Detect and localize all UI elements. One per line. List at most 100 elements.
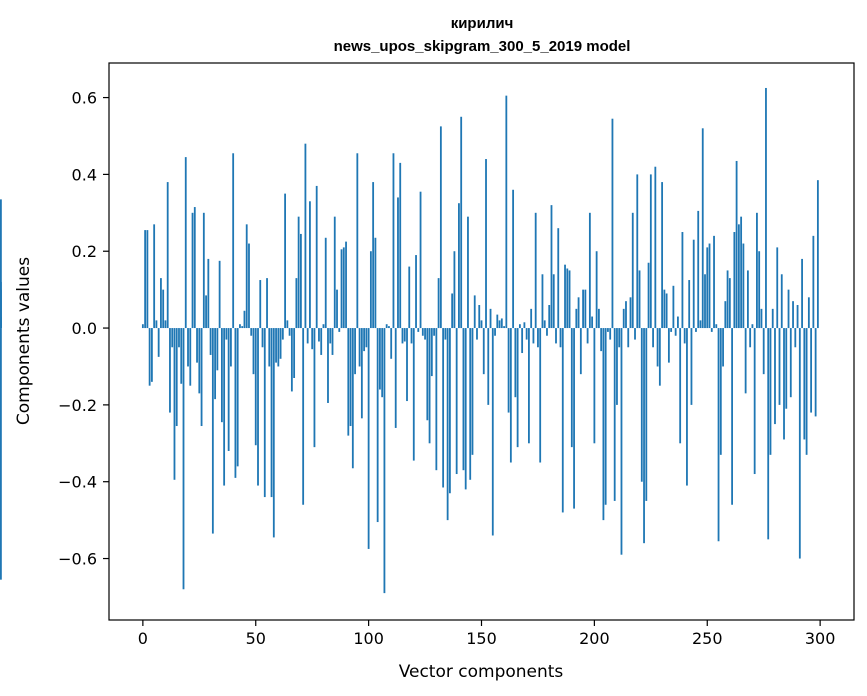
bar-161 xyxy=(505,95,508,329)
bar-184 xyxy=(557,228,560,329)
bar-144 xyxy=(467,216,469,329)
bar-167 xyxy=(518,324,521,329)
bar-277 xyxy=(767,328,770,540)
bar-182 xyxy=(552,274,555,329)
bar-246 xyxy=(697,210,700,329)
bar-150 xyxy=(480,320,483,329)
bar-28 xyxy=(205,295,207,329)
bar-171 xyxy=(528,328,530,444)
bar-172 xyxy=(530,308,533,329)
bar-85 xyxy=(333,216,336,329)
y-axis-label: Components values xyxy=(14,257,34,425)
bar-14 xyxy=(173,328,176,480)
y-tick-label: 0.2 xyxy=(72,242,97,261)
bar-134 xyxy=(444,328,447,340)
bar-15 xyxy=(175,328,178,427)
bar-91 xyxy=(347,328,350,436)
bar-199 xyxy=(591,316,594,329)
x-axis-ticks: 0 50 100 150 200 250 300 xyxy=(138,620,835,648)
bar-121 xyxy=(415,255,417,329)
bar-95 xyxy=(356,153,359,329)
bar-99 xyxy=(365,328,368,348)
bar-139 xyxy=(455,328,458,475)
bar-187 xyxy=(564,264,566,329)
bar-88 xyxy=(340,249,343,329)
bar-177 xyxy=(541,274,544,329)
bar-51 xyxy=(257,328,259,486)
bar-141 xyxy=(460,116,463,329)
bar-220 xyxy=(638,270,641,329)
bar-90 xyxy=(345,241,347,329)
bar-142 xyxy=(462,328,465,471)
bar-197 xyxy=(586,328,589,344)
bar-235 xyxy=(672,285,675,329)
bar-undefined xyxy=(0,328,2,580)
bar-181 xyxy=(550,205,553,329)
bar-164 xyxy=(512,189,515,329)
bar-143 xyxy=(464,328,467,490)
bar-210 xyxy=(616,328,618,405)
bar-38 xyxy=(227,328,230,451)
bar-203 xyxy=(600,328,603,352)
bar-265 xyxy=(740,216,743,329)
plot-frame xyxy=(108,62,855,621)
bar-92 xyxy=(349,328,352,427)
bar-221 xyxy=(640,328,643,482)
bar-24 xyxy=(196,328,198,363)
bar-176 xyxy=(539,328,542,463)
bar-119 xyxy=(410,328,413,344)
bar-34 xyxy=(218,260,221,329)
chart-subtitle: news_upos_skipgram_300_5_2019 model xyxy=(334,38,631,55)
bar-213 xyxy=(622,308,625,329)
bar-35 xyxy=(220,328,223,423)
bar-30 xyxy=(209,328,212,355)
bar-190 xyxy=(570,328,573,448)
bar-155 xyxy=(491,328,494,536)
bar-151 xyxy=(482,328,485,375)
bar-27 xyxy=(202,212,205,329)
y-tick-label: 0.6 xyxy=(72,89,97,108)
bar-18 xyxy=(182,328,185,590)
bar-124 xyxy=(421,328,424,336)
bar-101 xyxy=(369,251,372,329)
bar-193 xyxy=(577,297,580,329)
x-tick-label: 150 xyxy=(466,629,497,648)
bar-260 xyxy=(728,278,731,329)
bar-229 xyxy=(658,328,661,386)
x-tick-label: 0 xyxy=(138,629,148,648)
bar-110 xyxy=(390,328,393,359)
bar-12 xyxy=(169,328,171,413)
bar-111 xyxy=(392,153,395,329)
bar-135 xyxy=(446,328,449,521)
bar-11 xyxy=(166,182,169,329)
bar-52 xyxy=(259,280,262,329)
bar-81 xyxy=(324,237,327,329)
bar-21 xyxy=(189,328,192,386)
bar-53 xyxy=(261,328,264,348)
bar-25 xyxy=(198,328,201,394)
bar-37 xyxy=(225,328,228,340)
bar-269 xyxy=(749,328,752,348)
bar-56 xyxy=(268,328,271,367)
bar-80 xyxy=(322,324,325,329)
bar-94 xyxy=(354,328,356,375)
bar-298 xyxy=(814,328,817,417)
bar-59 xyxy=(275,328,277,363)
bar-228 xyxy=(656,328,659,367)
bar-41 xyxy=(234,328,237,478)
bar-248 xyxy=(701,128,704,329)
bar-180 xyxy=(548,305,551,329)
bar-250 xyxy=(706,247,709,329)
bar-33 xyxy=(216,328,219,371)
bar-127 xyxy=(428,328,431,444)
bar-72 xyxy=(304,143,307,329)
bar-267 xyxy=(744,328,747,394)
bar-185 xyxy=(559,328,562,348)
bar-68 xyxy=(295,278,298,329)
bar-116 xyxy=(403,328,406,342)
bar-223 xyxy=(645,328,648,501)
bar-31 xyxy=(211,328,214,534)
bar-32 xyxy=(214,328,217,400)
bar-292 xyxy=(801,258,803,329)
